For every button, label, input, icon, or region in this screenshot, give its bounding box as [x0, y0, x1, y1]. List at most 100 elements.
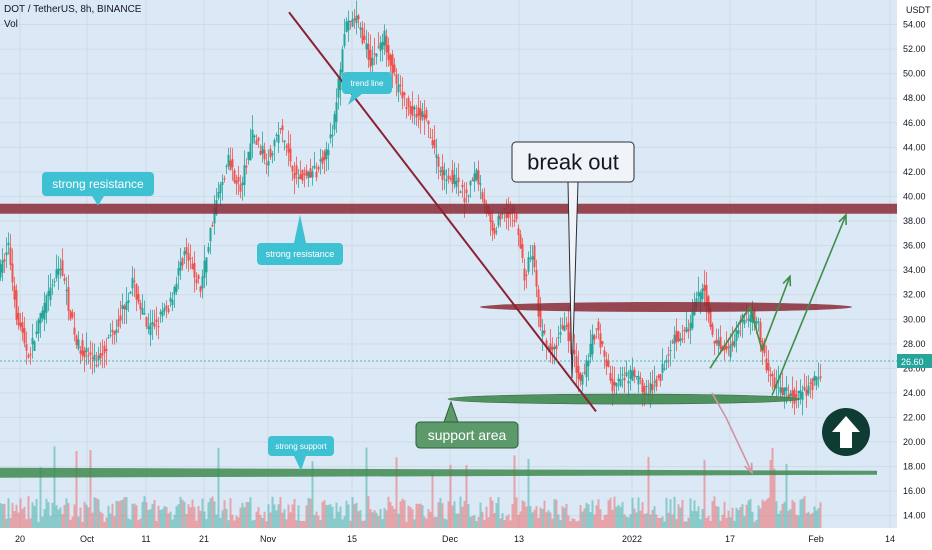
- volume-bar: [127, 518, 130, 528]
- volume-bar: [33, 505, 36, 528]
- candle-body: [443, 170, 446, 176]
- candle-body: [289, 148, 292, 162]
- volume-bar: [679, 507, 682, 528]
- candle-body: [29, 354, 32, 356]
- volume-bar: [241, 502, 244, 528]
- candle-body: [9, 247, 12, 265]
- volume-bar: [777, 513, 780, 528]
- candle-body: [233, 170, 236, 183]
- candle-body: [409, 106, 412, 114]
- volume-bar: [21, 508, 24, 528]
- candle-body: [261, 145, 264, 154]
- candle-body: [581, 375, 584, 385]
- volume-bar: [287, 504, 290, 528]
- candle-body: [619, 379, 622, 386]
- candle-body: [197, 275, 200, 279]
- volume-bar: [695, 511, 698, 528]
- candle-body: [331, 134, 334, 137]
- volume-bar: [15, 504, 18, 528]
- volume-bar: [673, 496, 676, 528]
- volume-bar: [349, 520, 352, 528]
- candle-body: [389, 54, 392, 66]
- candle-body: [35, 331, 38, 335]
- volume-bar: [623, 514, 626, 528]
- candle-body: [701, 288, 704, 299]
- volume-bar: [765, 499, 768, 528]
- volume-bar: [327, 504, 330, 528]
- candle-body: [303, 173, 306, 175]
- candle-body: [385, 35, 388, 53]
- volume-bar: [215, 514, 218, 528]
- candle-body: [765, 358, 768, 371]
- candle-body: [15, 290, 18, 320]
- candle-body: [591, 334, 594, 355]
- candle-body: [301, 169, 304, 181]
- volume-bar: [41, 516, 44, 528]
- volume-bar: [359, 510, 362, 528]
- volume-bar: [469, 516, 472, 528]
- volume-bar: [339, 506, 342, 528]
- projection-arrow-green-2-head: [838, 212, 847, 225]
- candle-body: [743, 320, 746, 325]
- candle-body: [285, 146, 288, 148]
- candle-body: [405, 107, 408, 109]
- candle-body: [189, 257, 192, 259]
- up-arrow-glyph: [832, 416, 860, 448]
- candle-body: [483, 199, 486, 204]
- candle-body: [219, 184, 222, 193]
- candle-body: [419, 108, 422, 121]
- volume-bar: [101, 513, 104, 528]
- candle-body: [691, 312, 694, 329]
- volume-bar: [233, 520, 236, 528]
- volume-label: Vol: [4, 19, 18, 30]
- volume-bar: [785, 463, 788, 528]
- volume-bar: [681, 499, 684, 528]
- candle-body: [653, 381, 656, 383]
- candle-body: [761, 340, 764, 351]
- candle-body: [683, 330, 686, 332]
- candle-body: [703, 284, 706, 291]
- volume-bar: [505, 516, 508, 528]
- volume-bar: [207, 502, 210, 528]
- volume-bar: [221, 510, 224, 528]
- volume-bar: [717, 506, 720, 528]
- volume-bar: [817, 508, 820, 528]
- volume-bar: [151, 504, 154, 528]
- y-tick-label: 34.00: [903, 265, 926, 275]
- x-tick-label: 11: [141, 534, 150, 544]
- volume-bar: [797, 515, 800, 528]
- candle-body: [769, 374, 772, 376]
- candle-body: [543, 330, 546, 334]
- candle-body: [595, 328, 598, 330]
- candle-body: [221, 181, 224, 185]
- volume-bar: [11, 503, 14, 528]
- projection-arrow-pink-head: [744, 462, 753, 475]
- volume-bar: [57, 509, 60, 528]
- candle-body: [19, 322, 22, 327]
- volume-bar: [185, 514, 188, 528]
- candle-body: [123, 306, 126, 309]
- volume-bar: [463, 500, 466, 528]
- candle-body: [223, 178, 226, 180]
- volume-bar: [423, 516, 426, 528]
- candle-body: [375, 53, 378, 57]
- y-tick-label: 30.00: [903, 314, 926, 324]
- volume-bar: [529, 506, 532, 528]
- volume-bar: [65, 498, 68, 528]
- candle-body: [687, 329, 690, 332]
- volume-bar: [649, 514, 652, 528]
- candle-body: [771, 373, 774, 377]
- callout-strong-resistance-left-pointer: [92, 196, 104, 206]
- volume-bar: [411, 509, 414, 528]
- candle-body: [229, 160, 232, 171]
- volume-bar: [487, 517, 490, 528]
- candle-body: [433, 139, 436, 149]
- volume-bar: [479, 502, 482, 528]
- volume-bar: [87, 507, 90, 528]
- volume-bar: [519, 511, 522, 528]
- volume-bar: [427, 509, 430, 528]
- x-tick-label: 2022: [622, 534, 642, 544]
- candle-body: [77, 339, 80, 349]
- candle-body: [735, 330, 738, 341]
- volume-bar: [801, 498, 804, 528]
